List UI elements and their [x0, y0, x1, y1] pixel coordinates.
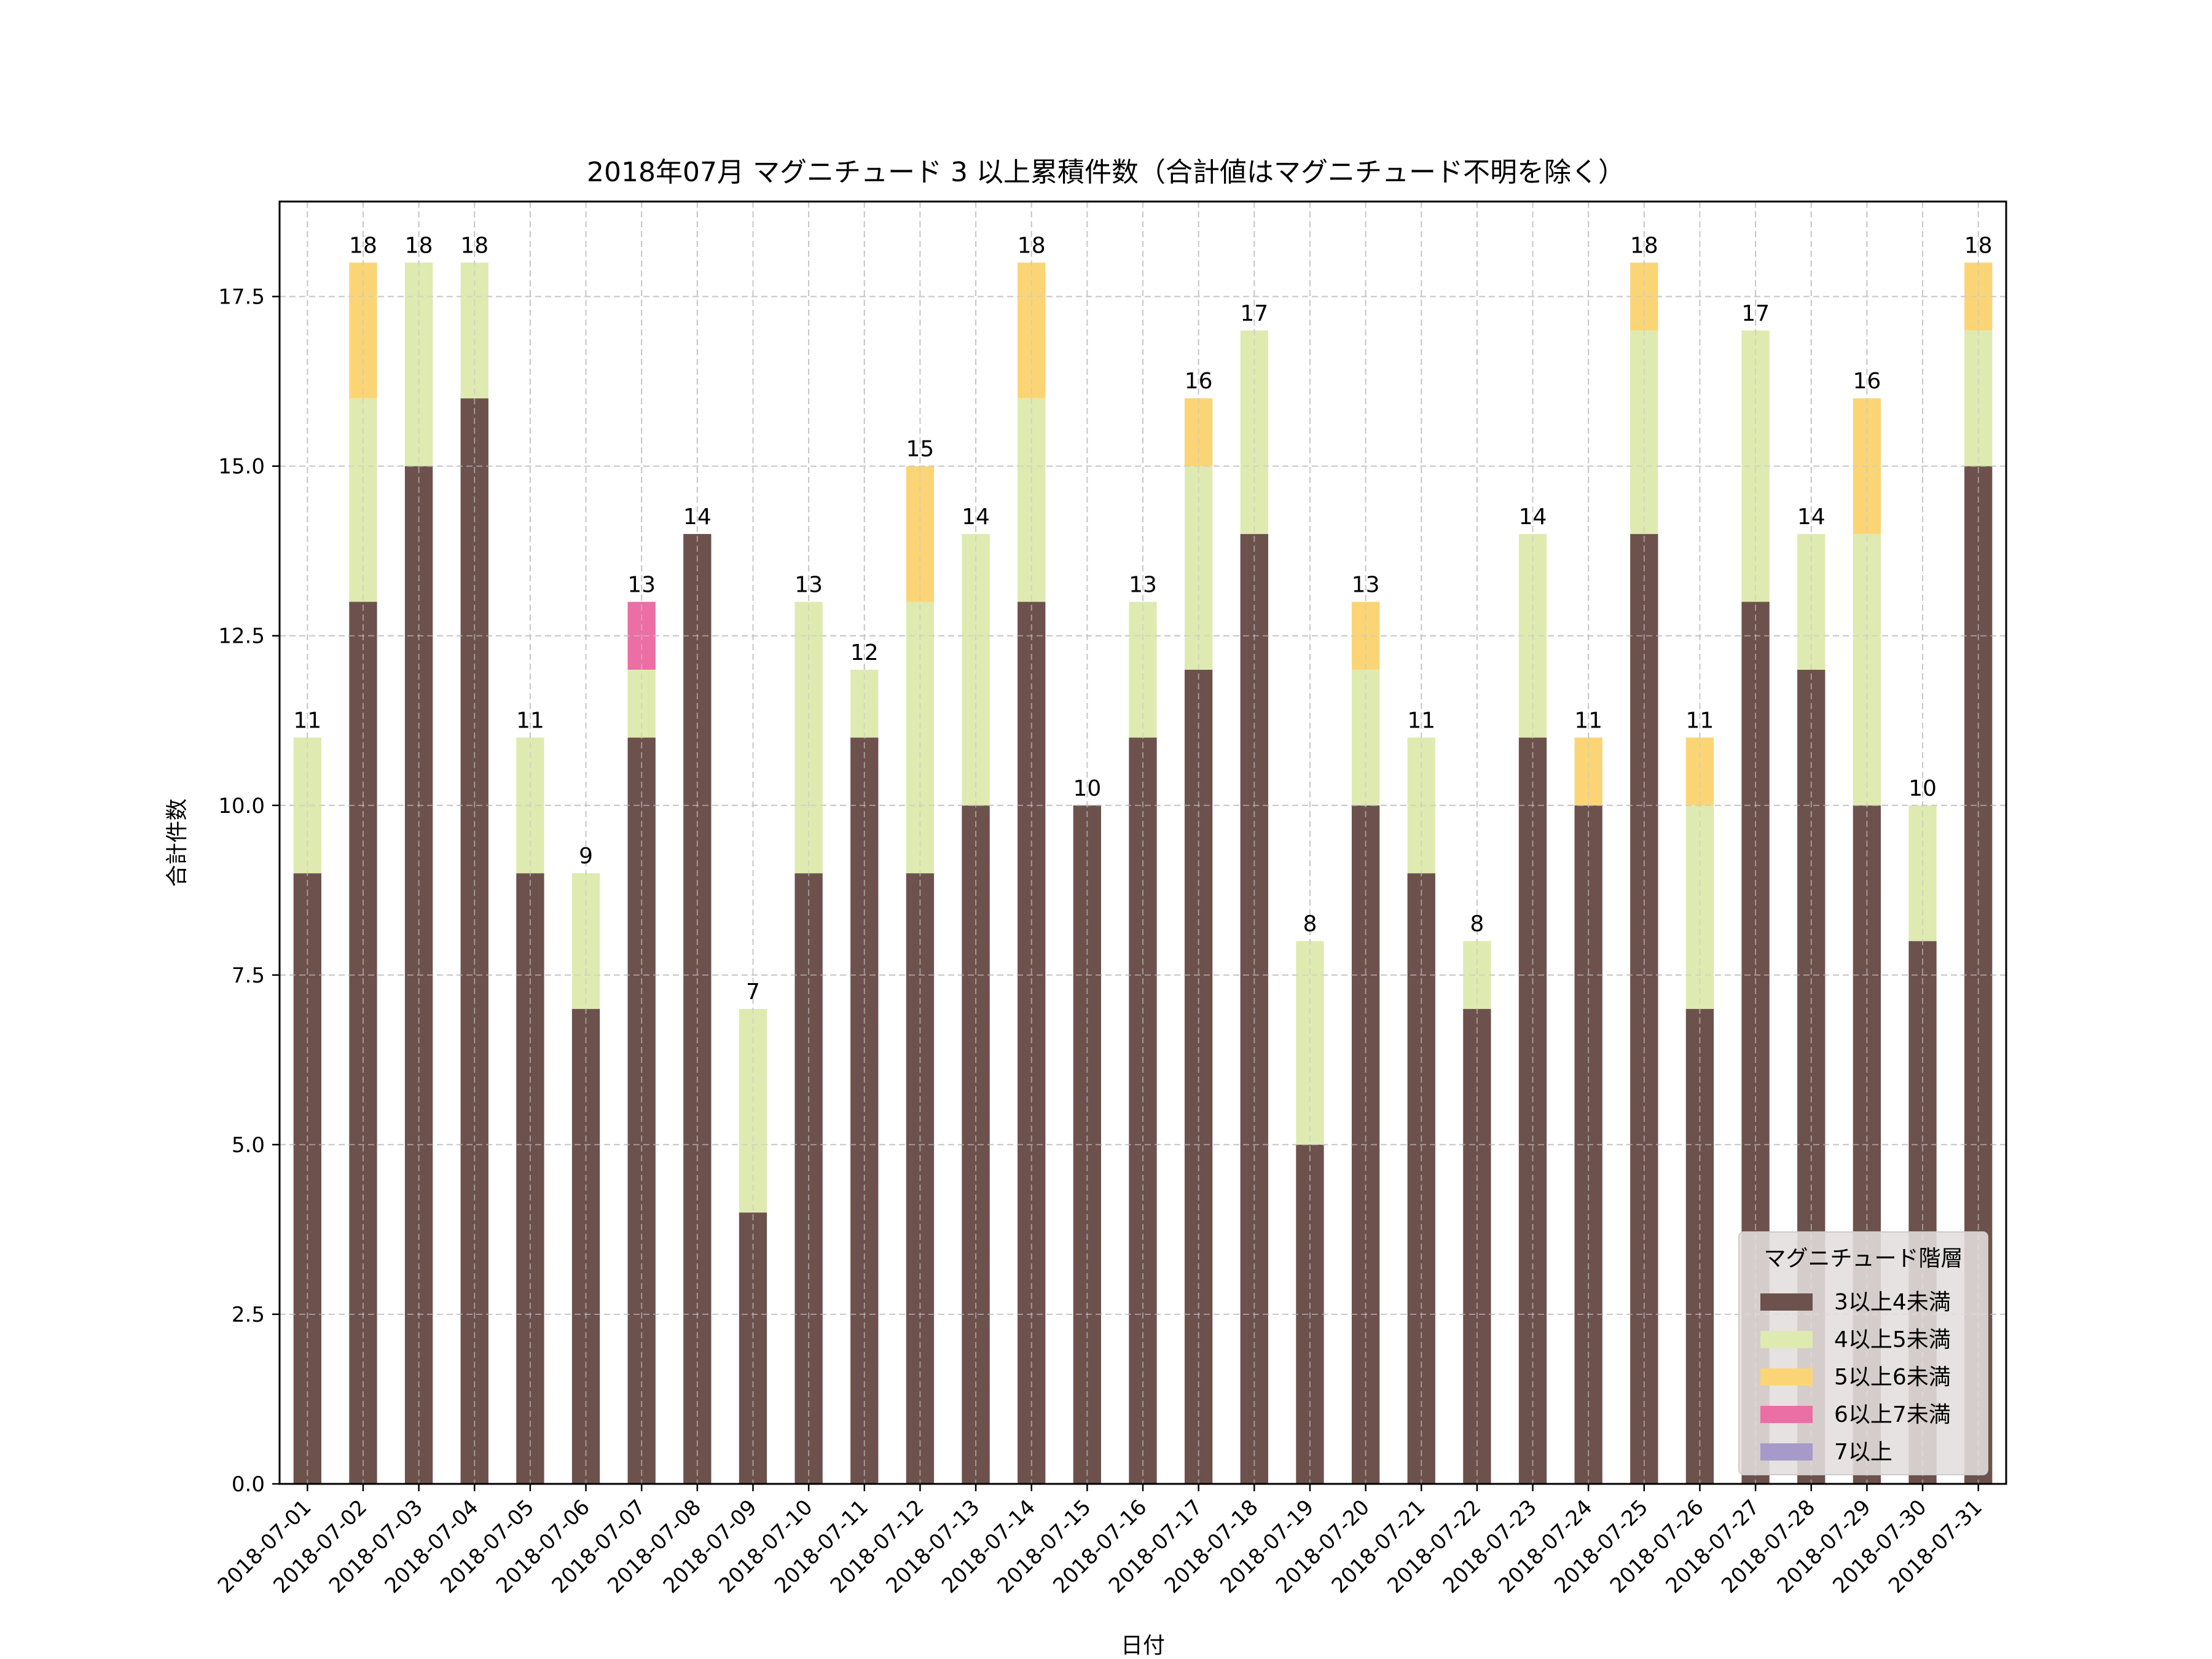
- total-label: 7: [746, 979, 760, 1005]
- y-tick-label: 15.0: [218, 455, 265, 479]
- total-label: 13: [627, 572, 656, 597]
- y-axis-label: 合計件数: [165, 798, 190, 887]
- legend-entry-label: 5以上6未満: [1834, 1365, 1951, 1390]
- legend-entry-label: 4以上5未満: [1834, 1327, 1951, 1352]
- legend-title: マグニチュード階層: [1763, 1246, 1963, 1271]
- legend-swatch: [1760, 1443, 1813, 1461]
- total-label: 18: [1630, 233, 1658, 258]
- total-label: 18: [349, 233, 377, 258]
- x-axis-label: 日付: [1121, 1633, 1165, 1658]
- total-label: 16: [1853, 369, 1881, 394]
- legend: マグニチュード階層 3以上4未満 4以上5未満 5以上6未満 6以上7未満 7以上: [1738, 1231, 1988, 1475]
- total-label: 15: [906, 437, 935, 462]
- total-label: 10: [1073, 776, 1101, 801]
- total-label: 14: [1797, 504, 1826, 530]
- total-label: 8: [1470, 912, 1484, 937]
- legend-swatch: [1760, 1368, 1813, 1386]
- y-tick-label: 7.5: [232, 963, 265, 988]
- y-axis-ticks: 0.0 2.5 5.0 7.5 10.0 12.5 15.0 17.5: [218, 285, 280, 1497]
- total-label: 16: [1185, 369, 1213, 394]
- total-label: 14: [962, 504, 990, 530]
- total-label: 13: [1352, 572, 1380, 597]
- total-labels: 11 18 18 18 11 9 13 14 7 13 12 15 14 18 10 13 16 17 8 13 11 8…: [293, 233, 1992, 1005]
- y-tick-label: 2.5: [232, 1303, 265, 1327]
- legend-entry-label: 3以上4未満: [1834, 1290, 1951, 1315]
- legend-swatch: [1760, 1293, 1813, 1311]
- total-label: 17: [1741, 301, 1770, 326]
- bar-segment-2018-07-12-s2: [906, 466, 935, 602]
- y-tick-label: 5.0: [232, 1133, 265, 1158]
- total-label: 18: [1018, 233, 1046, 258]
- legend-entry-label: 6以上7未満: [1834, 1402, 1951, 1427]
- x-axis-ticks: 2018-07-012018-07-022018-07-032018-07-04…: [213, 1484, 1987, 1598]
- total-label: 9: [579, 844, 593, 869]
- chart-title: 2018年07月 マグニチュード 3 以上累積件数（合計値はマグニチュード不明を…: [587, 157, 1625, 188]
- total-label: 13: [794, 572, 823, 597]
- total-label: 17: [1240, 301, 1268, 326]
- total-label: 14: [683, 504, 712, 530]
- total-label: 11: [516, 708, 544, 733]
- total-label: 11: [1407, 708, 1435, 733]
- total-label: 8: [1303, 912, 1317, 937]
- total-label: 18: [460, 233, 488, 258]
- total-label: 13: [1129, 572, 1157, 597]
- total-label: 18: [405, 233, 433, 258]
- total-label: 10: [1908, 776, 1937, 801]
- legend-swatch: [1760, 1406, 1813, 1423]
- total-label: 11: [1686, 708, 1714, 733]
- bar-segment-2018-07-13-s0: [962, 805, 990, 1484]
- y-tick-label: 10.0: [218, 794, 265, 818]
- total-label: 11: [293, 708, 321, 733]
- y-tick-label: 0.0: [232, 1472, 265, 1497]
- total-label: 18: [1964, 233, 1993, 258]
- y-tick-label: 17.5: [218, 285, 265, 310]
- legend-swatch: [1760, 1331, 1813, 1348]
- legend-entry-label: 7以上: [1834, 1440, 1892, 1465]
- y-tick-label: 12.5: [218, 624, 265, 649]
- total-label: 11: [1574, 708, 1602, 733]
- total-label: 12: [850, 640, 879, 665]
- total-label: 14: [1519, 504, 1547, 530]
